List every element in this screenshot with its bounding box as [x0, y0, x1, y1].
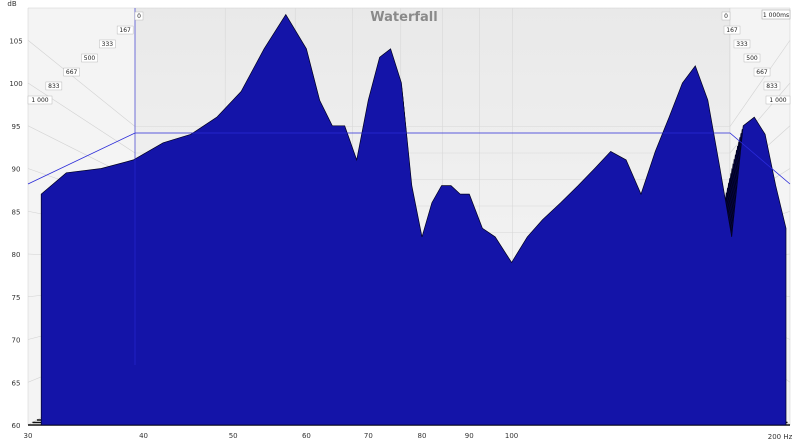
time-tick-left-box — [81, 53, 98, 63]
time-tick-right: 833 — [766, 83, 778, 90]
y-tick-label: 90 — [12, 166, 21, 174]
chart-title: Waterfall — [370, 10, 437, 25]
time-tick-left: 333 — [102, 41, 114, 48]
y-tick-label: 60 — [12, 422, 21, 430]
time-tick-left-box — [45, 81, 63, 91]
time-tick-right: 1 000 — [769, 97, 786, 104]
x-tick-label: 100 — [505, 432, 518, 440]
time-tick-right: 167 — [726, 27, 738, 34]
y-tick-label: 75 — [12, 294, 21, 302]
y-tick-label: 105 — [9, 37, 22, 45]
waterfall-slices — [40, 13, 787, 426]
guide-plane-line — [27, 132, 791, 185]
time-tick-left: 0 — [137, 13, 141, 20]
time-tick-right: 333 — [736, 41, 748, 48]
y-tick-label: 85 — [12, 208, 21, 216]
x-tick-label: 50 — [229, 432, 238, 440]
y-tick-label: 80 — [12, 251, 21, 259]
x-tick-label: 60 — [302, 432, 311, 440]
y-unit-label: dB — [7, 0, 16, 8]
x-unit-label: 200 Hz — [768, 433, 793, 441]
time-tick-right-box — [765, 95, 791, 105]
time-tick-left-box — [99, 39, 116, 49]
time-unit-label: 1 000ms — [763, 12, 789, 19]
time-tick-right-box — [743, 53, 761, 63]
time-tick-left: 833 — [48, 83, 60, 90]
x-tick-label: 80 — [418, 432, 427, 440]
x-tick-label: 90 — [465, 432, 474, 440]
time-tick-right-box — [721, 11, 731, 21]
time-tick-right-box — [763, 81, 781, 91]
time-tick-left: 667 — [66, 69, 78, 76]
time-unit-label-box: 1 000ms — [761, 9, 791, 20]
grid-line-left — [27, 40, 136, 127]
time-tick-right-box — [753, 67, 771, 77]
time-tick-left-box — [116, 25, 134, 35]
time-tick-left-box — [63, 67, 80, 77]
time-tick-left-box — [27, 95, 53, 105]
time-tick-right-box — [733, 39, 751, 49]
grid-line-right — [729, 40, 791, 127]
x-tick-label: 30 — [24, 432, 33, 440]
x-tick-label: 40 — [139, 432, 148, 440]
y-tick-label: 95 — [12, 123, 21, 131]
time-tick-right: 667 — [756, 69, 768, 76]
time-tick-right: 0 — [724, 13, 728, 20]
y-tick-label: 65 — [12, 379, 21, 387]
waterfall-slice — [40, 13, 787, 426]
time-tick-left: 1 000 — [31, 97, 48, 104]
time-tick-right-box — [723, 25, 741, 35]
time-tick-left: 500 — [84, 55, 96, 62]
x-tick-label: 70 — [364, 432, 373, 440]
y-tick-label: 100 — [9, 80, 22, 88]
guide-lines — [27, 8, 791, 365]
y-tick-label: 70 — [12, 337, 21, 345]
time-tick-left-box — [134, 11, 144, 21]
time-tick-right: 500 — [746, 55, 758, 62]
time-tick-left: 167 — [119, 27, 131, 34]
